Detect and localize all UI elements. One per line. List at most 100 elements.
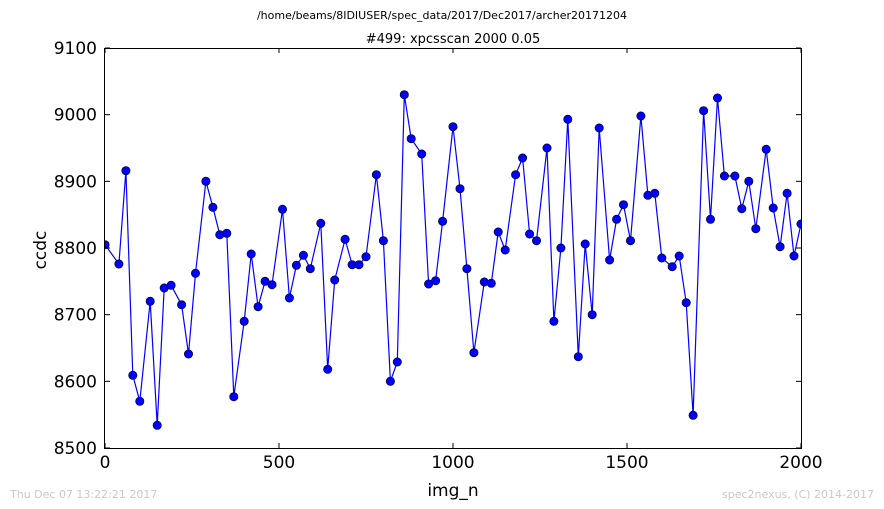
data-point xyxy=(511,170,521,180)
data-point xyxy=(719,171,729,181)
data-point xyxy=(500,245,510,255)
data-point xyxy=(371,170,381,180)
y-tick-label: 8900 xyxy=(54,172,97,192)
x-axis: 0 500 1000 1500 2000 xyxy=(100,48,823,473)
y-tick-label: 9100 xyxy=(54,39,97,59)
data-point xyxy=(385,376,395,386)
data-point xyxy=(712,93,722,103)
data-point xyxy=(688,410,698,420)
data-point xyxy=(316,218,326,228)
data-point xyxy=(121,166,131,176)
data-point xyxy=(114,259,124,269)
data-point xyxy=(222,228,232,238)
y-axis-label: ccdc xyxy=(31,231,51,270)
data-point xyxy=(184,349,194,359)
data-point xyxy=(681,298,691,308)
data-point xyxy=(751,224,761,234)
data-point xyxy=(549,316,559,326)
data-point xyxy=(399,90,409,100)
chart-title: #499: xpcsscan 2000 0.05 xyxy=(366,32,541,47)
plot-frame xyxy=(104,48,802,449)
data-point xyxy=(667,262,677,272)
data-point xyxy=(531,236,541,246)
chart-suptitle: /home/beams/8IDIUSER/spec_data/2017/Dec2… xyxy=(257,9,627,22)
plot-area xyxy=(105,90,801,430)
data-point xyxy=(229,392,239,402)
data-point xyxy=(448,122,458,132)
data-point xyxy=(761,144,771,154)
data-point xyxy=(152,420,162,430)
footer-timestamp: Thu Dec 07 13:22:21 2017 xyxy=(9,488,157,501)
data-point xyxy=(354,260,364,270)
data-point xyxy=(284,293,294,303)
y-tick-label: 9000 xyxy=(54,106,97,126)
data-point xyxy=(323,364,333,374)
data-point xyxy=(128,370,138,380)
y-tick-label: 8600 xyxy=(54,372,97,392)
data-point xyxy=(768,203,778,213)
data-point xyxy=(782,188,792,198)
y-tick-label: 8700 xyxy=(54,306,97,326)
data-point xyxy=(277,204,287,214)
data-point xyxy=(191,268,201,278)
data-point xyxy=(657,253,667,263)
data-point xyxy=(525,229,535,239)
data-point xyxy=(674,251,684,261)
data-point xyxy=(775,242,785,252)
x-axis-label: img_n xyxy=(427,481,478,501)
x-tick-label: 1500 xyxy=(605,453,648,473)
data-point xyxy=(166,280,176,290)
data-point xyxy=(699,106,709,116)
data-point xyxy=(493,227,503,237)
data-point xyxy=(542,143,552,153)
x-tick-label: 1000 xyxy=(431,453,474,473)
data-point xyxy=(239,316,249,326)
data-point xyxy=(406,134,416,144)
series-line xyxy=(105,94,801,426)
data-point xyxy=(201,176,211,186)
footer-credit: spec2nexus, (C) 2014-2017 xyxy=(722,488,874,501)
y-tick-label: 8800 xyxy=(54,239,97,259)
data-point xyxy=(556,243,566,253)
data-series-ccdc xyxy=(105,90,801,430)
data-point xyxy=(612,214,622,224)
data-point xyxy=(730,171,740,181)
data-point xyxy=(392,357,402,367)
data-point xyxy=(580,239,590,249)
x-tick-label: 2000 xyxy=(779,453,822,473)
data-point xyxy=(618,200,628,210)
data-point xyxy=(737,204,747,214)
data-point xyxy=(605,255,615,265)
data-point xyxy=(361,252,371,262)
data-point xyxy=(330,275,340,285)
data-point xyxy=(455,184,465,194)
data-point xyxy=(789,251,799,261)
data-point xyxy=(744,176,754,186)
data-point xyxy=(650,188,660,198)
data-point xyxy=(636,111,646,121)
data-point xyxy=(267,280,277,290)
y-axis: 8500 8600 8700 8800 8900 9000 9100 xyxy=(54,39,801,459)
data-point xyxy=(340,234,350,244)
data-point xyxy=(705,214,715,224)
data-point xyxy=(378,236,388,246)
data-point xyxy=(518,153,528,163)
x-tick-label: 500 xyxy=(263,453,295,473)
data-point xyxy=(208,202,218,212)
data-point xyxy=(563,114,573,124)
x-tick-label: 0 xyxy=(100,453,111,473)
data-point xyxy=(594,123,604,133)
data-point xyxy=(298,250,308,260)
data-point xyxy=(486,278,496,288)
data-point xyxy=(469,348,479,358)
data-point xyxy=(177,300,187,310)
data-point xyxy=(462,264,472,274)
data-point xyxy=(573,352,583,362)
data-point xyxy=(135,396,145,406)
data-point xyxy=(625,236,635,246)
data-point xyxy=(438,216,448,226)
data-point xyxy=(431,276,441,286)
data-point xyxy=(253,302,263,312)
data-point xyxy=(587,310,597,320)
